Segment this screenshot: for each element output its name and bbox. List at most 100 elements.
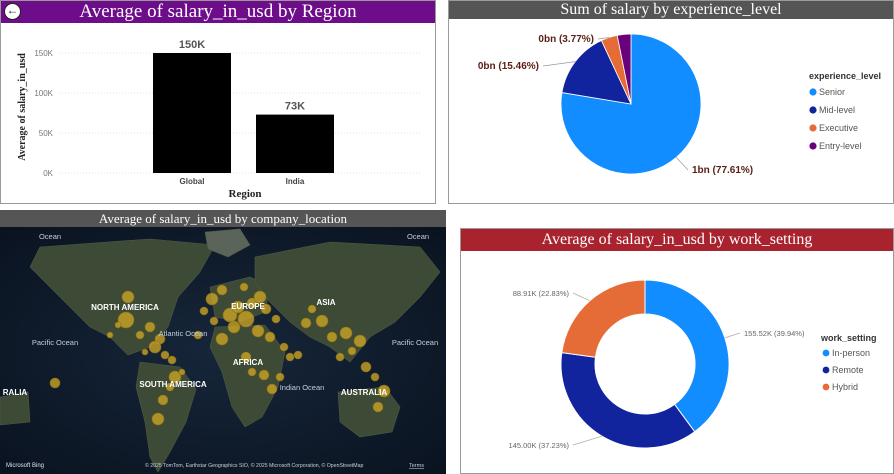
donut-data-label: 88.91K (22.83%) <box>513 289 570 298</box>
world-map[interactable]: Ocean Ocean Atlantic Ocean Pacific Ocean… <box>0 227 446 474</box>
map-bubble <box>157 394 169 406</box>
map-bubble <box>215 332 229 346</box>
pie-legend-marker <box>809 88 817 96</box>
map-label-ocean-top-left: Ocean <box>39 232 61 241</box>
map-label-australia: AUSTRALIA <box>341 388 387 397</box>
map-bubble <box>258 369 270 381</box>
map-label-indian: Indian Ocean <box>280 383 325 392</box>
pie-chart-title: Sum of salary by experience_level <box>449 1 893 19</box>
map-bubble <box>315 314 329 328</box>
map-bubble <box>165 382 175 392</box>
map-bubble <box>370 372 380 382</box>
donut-chart: 155.52K (39.94%) 145.00K (37.23%) 88.91K (… <box>509 279 877 450</box>
map-bubble <box>266 383 278 395</box>
map-bubble <box>178 368 186 376</box>
bing-logo: Microsoft Bing <box>6 463 44 469</box>
donut-legend-item: In-person <box>832 348 870 358</box>
bar-y-tick: 0K <box>43 169 53 178</box>
map-bubble <box>239 282 249 292</box>
map-label-north-america: NORTH AMERICA <box>91 303 159 312</box>
bar-data-label: 73K <box>285 101 305 113</box>
map-bubble <box>227 320 241 334</box>
pie-slice-entry-level <box>616 33 632 105</box>
donut-legend-item: Remote <box>832 365 864 375</box>
donut-slice-remote <box>560 352 696 449</box>
map-bubble <box>253 290 267 304</box>
pie-data-label: 0bn (3.77%) <box>538 34 594 45</box>
pie-legend-marker <box>809 106 817 114</box>
bar-y-tick: 150K <box>34 49 53 58</box>
map-bubble <box>360 361 372 373</box>
map-bubble <box>141 348 149 356</box>
bar-chart-title: Average of salary_in_usd by Region <box>1 1 435 23</box>
map-bubble <box>279 342 289 352</box>
map-bubble <box>106 331 114 339</box>
map-bubble <box>300 317 312 329</box>
donut-slice-in-person <box>644 279 730 433</box>
donut-callout-line <box>572 292 590 302</box>
map-label-asia: ASIA <box>316 298 335 307</box>
bar-chart: 0K 50K 100K 150K 150K 73K Global India Averag… <box>17 39 421 200</box>
bar-chart-xlabel: Region <box>229 188 262 200</box>
pie-legend-title: experience_level <box>809 71 881 81</box>
map-bubble <box>271 314 281 324</box>
bar-india <box>256 114 334 173</box>
bar-chart-panel: Average of salary_in_usd by Region 0K 50K… <box>0 0 436 204</box>
back-arrow-icon[interactable]: ← <box>4 3 21 20</box>
map-bubble <box>335 352 345 362</box>
map-bubble <box>117 311 135 329</box>
pie-data-label: 1bn (77.61%) <box>692 165 753 176</box>
map-bubble <box>353 334 367 348</box>
pie-legend-item: Executive <box>819 123 858 133</box>
donut-slice-hybrid <box>561 279 646 358</box>
map-bubble <box>199 306 209 316</box>
map-bubble <box>167 355 177 365</box>
map-bubble <box>121 290 135 304</box>
pie-legend-item: Senior <box>819 87 845 97</box>
pie-callout-line <box>676 157 689 171</box>
map-bubble <box>148 340 162 354</box>
pie-legend-item: Mid-level <box>819 105 855 115</box>
map-label-ralia: RALIA <box>3 388 28 397</box>
donut-callout-line <box>572 435 603 446</box>
map-terms-link[interactable]: Terms <box>409 463 424 469</box>
pie-chart: 1bn (77.61%) 0bn (15.46%) 0bn (3.77%) expe… <box>478 33 881 176</box>
map-label-europe: EUROPE <box>231 302 265 311</box>
donut-chart-title: Average of salary_in_usd by work_setting <box>461 229 893 251</box>
pie-legend-item: Entry-level <box>819 141 862 151</box>
map-bubble <box>231 300 245 314</box>
map-label-ocean-top-right: Ocean <box>407 232 429 241</box>
pie-legend-marker <box>809 124 817 132</box>
map-copyright: © 2025 TomTom, Earthstar Geographics SIO… <box>145 462 364 469</box>
map-bubble <box>160 350 170 360</box>
donut-data-label: 155.52K (39.94%) <box>744 329 805 338</box>
map-title: Average of salary_in_usd by company_loca… <box>0 210 446 227</box>
map-bubble <box>275 372 285 382</box>
map-bubble <box>193 330 203 340</box>
donut-legend-marker <box>822 383 830 391</box>
map-bubble <box>246 297 258 309</box>
map-bubble <box>209 316 219 326</box>
map-bubble <box>114 321 122 329</box>
pie-callout-line <box>597 37 610 40</box>
bar-y-tick: 50K <box>39 129 54 138</box>
map-bubble <box>144 321 156 333</box>
map-bubble <box>347 346 357 356</box>
map-label-atlantic: Atlantic Ocean <box>159 329 208 338</box>
bar-data-label: 150K <box>179 39 205 51</box>
bar-category-label: Global <box>180 177 205 186</box>
map-bubbles <box>49 282 391 426</box>
map-label-pacific-left: Pacific Ocean <box>32 338 78 347</box>
map-bubble <box>251 324 265 338</box>
map-bubble <box>307 304 317 314</box>
map-label-south-america: SOUTH AMERICA <box>139 380 206 389</box>
pie-data-label: 0bn (15.46%) <box>478 61 539 72</box>
pie-legend-marker <box>809 142 817 150</box>
map-label-africa: AFRICA <box>233 358 263 367</box>
map-bubble <box>326 331 338 343</box>
donut-legend-marker <box>822 366 830 374</box>
donut-legend-title: work_setting <box>820 333 877 343</box>
map-bubble <box>285 352 295 362</box>
map-bubble <box>240 351 252 363</box>
pie-chart-panel: Sum of salary by experience_level 1bn (7… <box>448 0 894 204</box>
